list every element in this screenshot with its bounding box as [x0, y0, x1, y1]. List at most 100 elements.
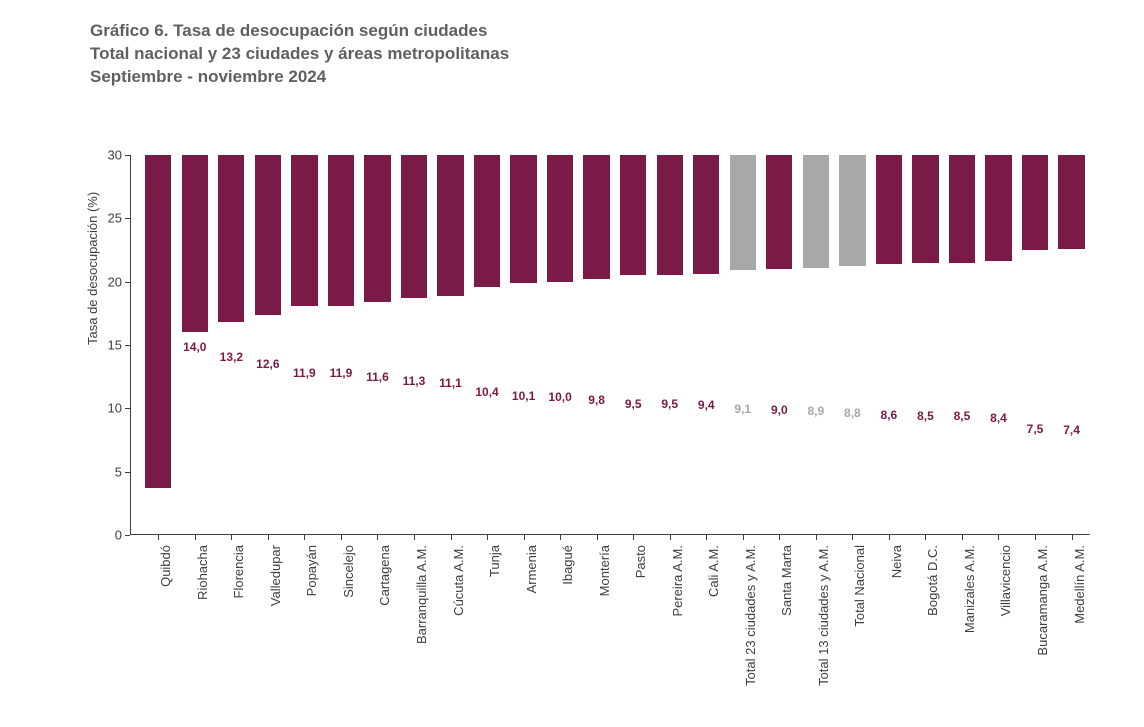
x-category-label: Total 13 ciudades y A.M.	[816, 545, 831, 686]
bar-slot: 8,4Villavicencio	[980, 155, 1017, 535]
x-tick-mark	[1035, 535, 1036, 540]
x-tick-mark	[743, 535, 744, 540]
bar-value-label: 8,8	[844, 406, 861, 420]
y-tick-label: 20	[108, 274, 122, 289]
bar-slot: 10,1Armenia	[505, 155, 542, 535]
x-tick-mark	[633, 535, 634, 540]
bar	[803, 155, 829, 268]
y-tick-mark	[125, 408, 130, 409]
x-category-label: Quibdó	[158, 545, 173, 587]
bar-value-label: 9,5	[625, 397, 642, 411]
bar-slot: 8,6Neiva	[871, 155, 908, 535]
bar-value-label: 8,6	[881, 408, 898, 422]
bar-slot: 8,9Total 13 ciudades y A.M.	[798, 155, 835, 535]
bar-slot: 9,5Pasto	[615, 155, 652, 535]
bar-value-label: 10,1	[512, 389, 535, 403]
bar-slot: 9,1Total 23 ciudades y A.M.	[725, 155, 762, 535]
bar-value-label: 11,9	[293, 366, 316, 380]
bar-slot: 8,5Bogotá D.C.	[907, 155, 944, 535]
y-tick-mark	[125, 345, 130, 346]
x-tick-mark	[451, 535, 452, 540]
bar-value-label: 11,3	[403, 374, 426, 388]
bar	[949, 155, 975, 263]
bar	[839, 155, 865, 266]
x-tick-mark	[1072, 535, 1073, 540]
x-category-label: Cartagena	[377, 545, 392, 606]
bar-value-label: 8,9	[807, 404, 824, 418]
y-tick-label: 15	[108, 338, 122, 353]
y-axis-label: Tasa de desocupación (%)	[85, 192, 100, 345]
bar-slot: 11,9Sincelejo	[323, 155, 360, 535]
y-tick-label: 0	[115, 528, 122, 543]
x-tick-mark	[998, 535, 999, 540]
bar-value-label: 26,3	[147, 184, 170, 198]
x-tick-mark	[560, 535, 561, 540]
bar-value-label: 13,2	[220, 350, 243, 364]
bar	[912, 155, 938, 263]
bar-slot: 13,2Florencia	[213, 155, 250, 535]
bar	[510, 155, 536, 283]
x-tick-mark	[304, 535, 305, 540]
bar	[985, 155, 1011, 261]
x-tick-mark	[377, 535, 378, 540]
y-tick-mark	[125, 155, 130, 156]
bar	[328, 155, 354, 306]
x-tick-mark	[597, 535, 598, 540]
bar-slot: 10,0Ibagué	[542, 155, 579, 535]
x-tick-mark	[670, 535, 671, 540]
x-category-label: Armenia	[524, 545, 539, 593]
bar-value-label: 12,6	[256, 357, 279, 371]
bar	[474, 155, 500, 287]
bar	[657, 155, 683, 275]
x-category-label: Montería	[597, 545, 612, 596]
y-tick-mark	[125, 218, 130, 219]
bar-chart: 051015202530 26,3Quibdó14,0Riohacha13,2F…	[130, 155, 1090, 535]
y-tick-mark	[125, 535, 130, 536]
bar	[547, 155, 573, 282]
x-category-label: Neiva	[889, 545, 904, 578]
bar-slot: 11,9Popayán	[286, 155, 323, 535]
bar	[876, 155, 902, 264]
y-tick-label: 30	[108, 148, 122, 163]
x-category-label: Bogotá D.C.	[925, 545, 940, 616]
x-tick-mark	[231, 535, 232, 540]
bar-slot: 12,6Valledupar	[250, 155, 287, 535]
bar	[620, 155, 646, 275]
x-tick-mark	[341, 535, 342, 540]
x-tick-mark	[195, 535, 196, 540]
y-tick-label: 5	[115, 464, 122, 479]
bar-slot: 11,3Barranquilla A.M.	[396, 155, 433, 535]
x-tick-mark	[487, 535, 488, 540]
x-category-label: Villavicencio	[998, 545, 1013, 616]
bar	[693, 155, 719, 274]
x-tick-mark	[779, 535, 780, 540]
x-category-label: Cúcuta A.M.	[451, 545, 466, 616]
bars-container: 26,3Quibdó14,0Riohacha13,2Florencia12,6V…	[140, 155, 1090, 535]
y-tick-mark	[125, 472, 130, 473]
bar-value-label: 11,6	[366, 370, 389, 384]
bar-value-label: 10,4	[475, 385, 498, 399]
x-tick-mark	[816, 535, 817, 540]
bar-slot: 11,1Cúcuta A.M.	[432, 155, 469, 535]
x-category-label: Total Nacional	[852, 545, 867, 627]
bar	[730, 155, 756, 270]
bar-slot: 9,8Montería	[578, 155, 615, 535]
bar	[766, 155, 792, 269]
bar-value-label: 9,4	[698, 398, 715, 412]
x-category-label: Bucaramanga A.M.	[1035, 545, 1050, 656]
bar-value-label: 8,5	[917, 409, 934, 423]
bar-slot: 26,3Quibdó	[140, 155, 177, 535]
bar-value-label: 11,1	[439, 376, 462, 390]
bar-slot: 10,4Tunja	[469, 155, 506, 535]
y-axis-line	[130, 155, 131, 535]
title-line-2: Total nacional y 23 ciudades y áreas met…	[90, 43, 509, 66]
bar-slot: 9,5Pereira A.M.	[651, 155, 688, 535]
x-category-label: Florencia	[231, 545, 246, 598]
x-category-label: Pasto	[633, 545, 648, 578]
bar-value-label: 8,5	[954, 409, 971, 423]
y-tick-mark	[125, 282, 130, 283]
bar	[291, 155, 317, 306]
x-category-label: Tunja	[487, 545, 502, 577]
bar-slot: 7,5Bucaramanga A.M.	[1017, 155, 1054, 535]
x-category-label: Riohacha	[195, 545, 210, 600]
